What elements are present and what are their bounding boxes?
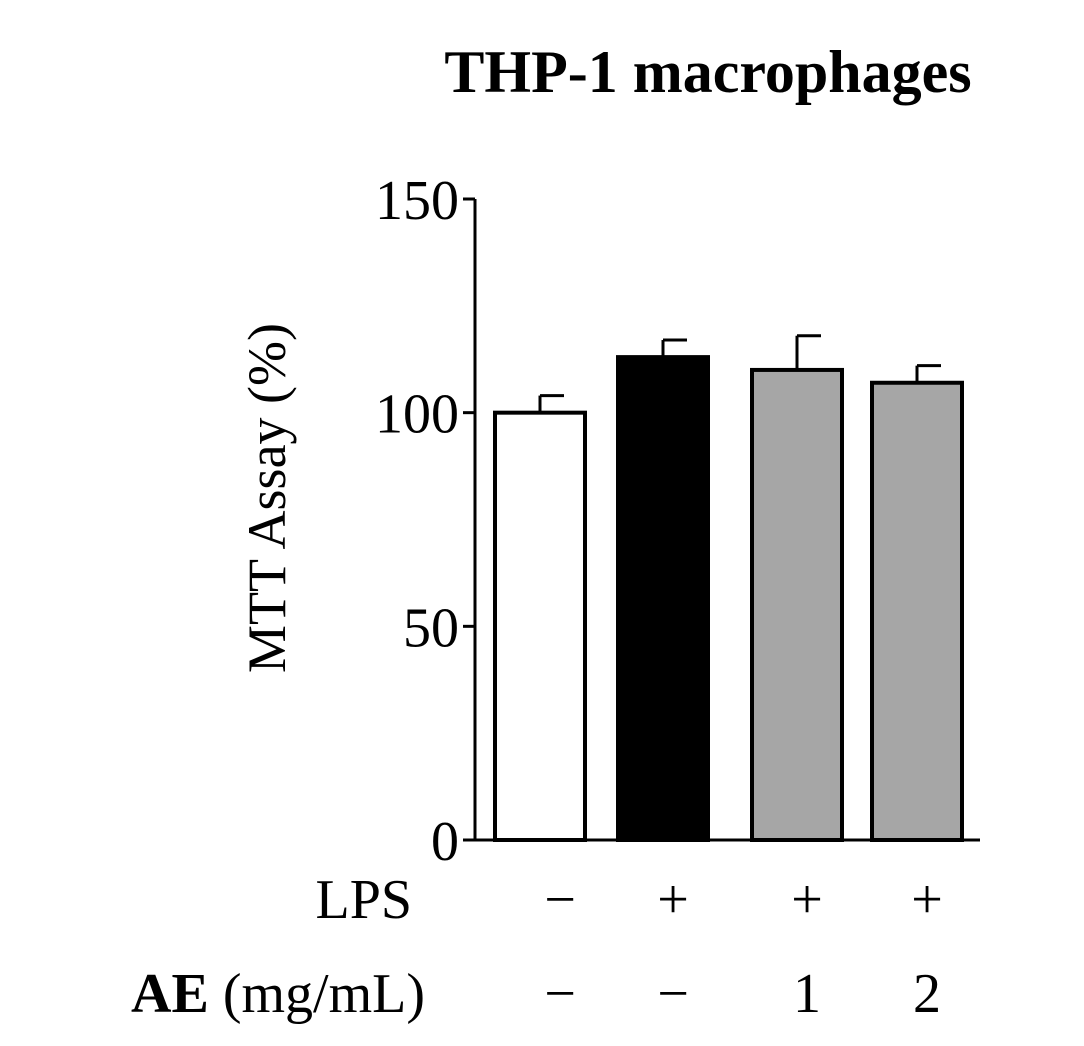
treatment-value: 2	[913, 963, 941, 1025]
treatment-row-label-text: (mg/mL)	[209, 963, 425, 1025]
treatment-value: 1	[793, 963, 821, 1025]
bar	[616, 355, 710, 842]
y-tick-label: 50	[403, 597, 459, 659]
treatment-value: +	[911, 869, 943, 931]
error-bars	[538, 334, 941, 413]
treatment-row-label-text: LPS	[316, 869, 413, 931]
y-tick-label: 0	[431, 811, 459, 873]
treatment-row-label: AE (mg/mL)	[131, 963, 425, 1025]
treatment-value: +	[791, 869, 823, 931]
y-axis-label: MTT Assay (%)	[237, 323, 297, 673]
treatment-value: −	[544, 869, 576, 931]
y-ticks: 0 50 100 150	[375, 170, 475, 873]
chart-title: THP-1 macrophages	[444, 39, 971, 105]
treatment-table: LPS − + + + AE (mg/mL) − − 1 2	[131, 869, 943, 1025]
treatment-value: −	[544, 963, 576, 1025]
bar	[493, 410, 587, 842]
y-tick-label: 100	[375, 384, 459, 446]
bars	[493, 355, 964, 842]
y-tick-label: 150	[375, 170, 459, 232]
treatment-value: +	[657, 869, 689, 931]
bar	[870, 380, 964, 842]
treatment-row-label: LPS	[316, 869, 413, 931]
bar	[750, 367, 844, 842]
treatment-row-label-bold: AE	[131, 963, 209, 1025]
treatment-value: −	[657, 963, 689, 1025]
